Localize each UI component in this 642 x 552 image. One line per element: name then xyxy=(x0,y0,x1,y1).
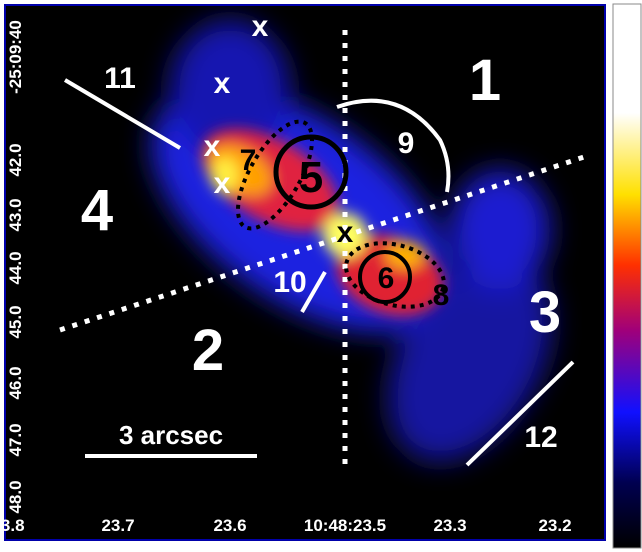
region-label: 11 xyxy=(104,62,136,95)
region-label: 12 xyxy=(524,421,557,454)
y-tick-label: 45.0 xyxy=(6,305,25,338)
x-tick-label: 23.7 xyxy=(101,516,134,535)
x-tick-label: 23.2 xyxy=(538,516,571,535)
bright-emission xyxy=(202,128,444,316)
region-label: 9 xyxy=(398,127,415,160)
region-label: 1 xyxy=(469,48,501,113)
region-label: 7 xyxy=(240,144,257,177)
marker: x xyxy=(337,216,354,249)
y-tick-label: 46.0 xyxy=(6,366,25,399)
marker: x xyxy=(204,130,221,163)
marker: x xyxy=(252,10,269,43)
x-tick-label: 10:48:23.5 xyxy=(304,516,386,535)
circle xyxy=(358,250,412,304)
marker: x xyxy=(214,167,231,200)
region-label: 4 xyxy=(81,178,113,243)
slit-line xyxy=(63,78,182,150)
region-label: 6 xyxy=(378,262,395,295)
region-label: 5 xyxy=(299,153,323,202)
region-label: 3 xyxy=(529,280,561,345)
slit-line xyxy=(465,360,575,467)
y-tick-label: 42.0 xyxy=(6,143,25,176)
y-axis: -25:09:40 42.0 43.0 44.0 45.0 46.0 47.0 … xyxy=(6,20,25,513)
arc xyxy=(336,98,451,193)
y-tick-label: -25:09:40 xyxy=(6,20,25,94)
x-tick-label: 23.6 xyxy=(213,516,246,535)
x-axis: 23.8 23.7 23.6 10:48:23.5 23.3 23.2 xyxy=(0,516,572,535)
y-tick-label: 48.0 xyxy=(6,480,25,513)
dotted-divider xyxy=(59,152,591,333)
heatmap: x x x x x 1 2 3 4 5 6 7 8 9 10 11 12 3 a… xyxy=(59,10,591,467)
marker: x xyxy=(214,67,231,100)
y-tick-label: 44.0 xyxy=(6,251,25,284)
scale-bar-label: 3 arcsec xyxy=(119,420,223,450)
x-tick-label: 23.3 xyxy=(433,516,466,535)
slit-line xyxy=(300,271,327,313)
colorbar xyxy=(612,3,642,549)
circle xyxy=(273,134,349,210)
dotted-ellipse xyxy=(236,119,314,231)
x-tick-label: 23.8 xyxy=(0,516,25,535)
y-tick-label: 47.0 xyxy=(6,423,25,456)
y-tick-label: 43.0 xyxy=(6,198,25,231)
region-label: 10 xyxy=(273,266,306,299)
dotted-ellipse xyxy=(344,241,446,309)
region-label: 2 xyxy=(192,318,224,383)
region-label: 8 xyxy=(433,279,450,312)
